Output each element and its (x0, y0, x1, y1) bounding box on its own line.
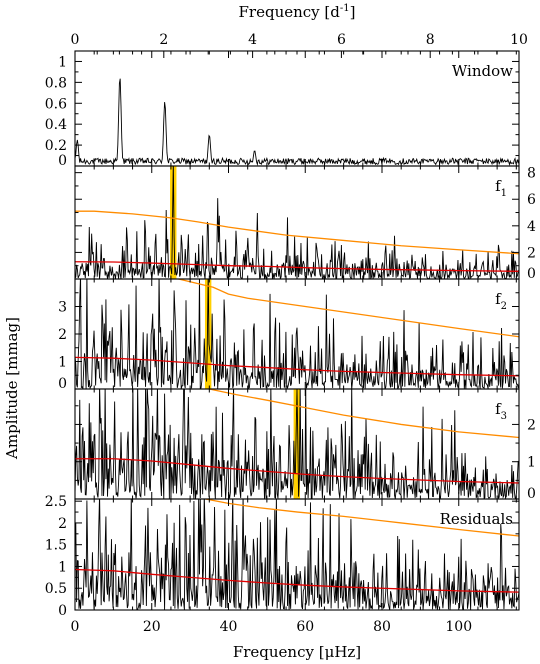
top-axis-tick-label: 4 (248, 32, 257, 48)
bottom-axis-tick-label: 80 (373, 619, 391, 635)
panel-window-ytick-label: 0.4 (45, 117, 67, 133)
panel-f3-significance-line (204, 389, 519, 439)
panel-f2-label: f2 (495, 290, 507, 312)
top-axis-title-sup: -1 (340, 3, 350, 14)
top-axis-tick-label: 6 (337, 32, 346, 48)
top-axis-tick-label: 8 (426, 32, 435, 48)
panel-residuals-frame (74, 498, 520, 611)
panel-residuals-label: Residuals (440, 510, 513, 528)
bottom-axis-tick-label: 20 (143, 619, 161, 635)
panel-residuals-ytick-label: 0 (58, 603, 67, 619)
panel-f1-label-sub: 1 (501, 188, 507, 199)
top-axis-tick-label: 10 (510, 32, 528, 48)
panel-f2-label-sub: 2 (501, 301, 507, 312)
panel-f2-noise-line (75, 356, 519, 377)
panel-f3-highlight-band (293, 389, 301, 499)
panel-f2-significance-line (175, 279, 519, 338)
top-axis-title: Frequency [d-1] (239, 3, 356, 21)
panel-residuals-ytick-label: 2.5 (45, 494, 67, 510)
panel-f2-ytick-label: 2 (58, 327, 67, 343)
panel-f3-ytick-label: 1 (527, 455, 536, 471)
top-axis-tick-label: 2 (159, 32, 168, 48)
panel-f1-ytick-label: 8 (527, 166, 536, 182)
panel-f3-label: f3 (495, 400, 507, 422)
panel-f1-label-main: f (495, 177, 502, 195)
panel-residuals-noise-line (75, 568, 519, 593)
panel-f1-ytick-label: 2 (527, 245, 536, 261)
panel-window-label: Window (452, 62, 513, 80)
panel-f3-plot (75, 389, 519, 499)
panel-f2-plot (75, 279, 519, 389)
panel-f1-spectrum (75, 166, 519, 279)
panel-f2-spectrum (75, 279, 519, 389)
panel-residuals-ytick-label: 1 (58, 559, 67, 575)
panel-f3-noise-line (75, 458, 519, 484)
panel-f1-ytick-label: 4 (527, 219, 536, 235)
bottom-axis-tick-label: 40 (220, 619, 238, 635)
top-axis-title-end: ] (350, 3, 356, 21)
panel-f1-noise-line (75, 261, 519, 272)
panel-residuals-plot (75, 499, 519, 610)
panel-window-ytick-label: 1 (58, 54, 67, 70)
bottom-axis-title: Frequency [μHz] (233, 643, 361, 661)
panel-window-ytick-label: 0.8 (45, 75, 67, 91)
panel-f2-ytick-label: 3 (58, 300, 67, 316)
top-axis-title-main: Frequency [d (239, 3, 341, 21)
panel-f1-highlight-band (170, 166, 177, 279)
panel-f3-ytick-label: 2 (527, 417, 536, 433)
y-axis-title: Amplitude [mmag] (3, 317, 21, 460)
panel-residuals-ytick-label: 2 (58, 516, 67, 532)
panel-window-ytick-label: 0.2 (45, 138, 67, 154)
panel-f1-plot (75, 166, 519, 279)
bottom-axis-tick-label: 60 (296, 619, 314, 635)
panel-window-spectrum (75, 78, 519, 166)
panel-residuals-ytick-label: 1.5 (45, 538, 67, 554)
bottom-axis-tick-label: 100 (445, 619, 472, 635)
panel-f1-frame (74, 165, 520, 280)
panel-f1-ytick-label: 6 (527, 192, 536, 208)
panel-f3-label-main: f (495, 400, 502, 418)
top-axis-tick-label: 0 (71, 32, 80, 48)
panel-window-ytick-label: 0 (58, 153, 67, 169)
panel-f1-label: f1 (495, 177, 507, 199)
panel-residuals-significance-line (205, 499, 519, 537)
bottom-axis-tick-label: 0 (71, 619, 80, 635)
panel-residuals-ytick-label: 0.5 (45, 581, 67, 597)
panel-f2-highlight-band (204, 279, 212, 389)
panel-window-plot (75, 78, 519, 166)
panel-residuals-spectrum (75, 499, 519, 610)
panel-f1-significance-line (75, 210, 519, 255)
panel-f2-ytick-label: 0 (58, 376, 67, 392)
panel-f3-ytick-label: 0 (527, 486, 536, 502)
panel-f2-ytick-label: 1 (58, 355, 67, 371)
panel-f2-label-main: f (495, 290, 502, 308)
panel-f3-label-sub: 3 (501, 411, 507, 422)
panel-f1-ytick-label: 0 (527, 266, 536, 282)
panel-window-ytick-label: 0.6 (45, 96, 67, 112)
